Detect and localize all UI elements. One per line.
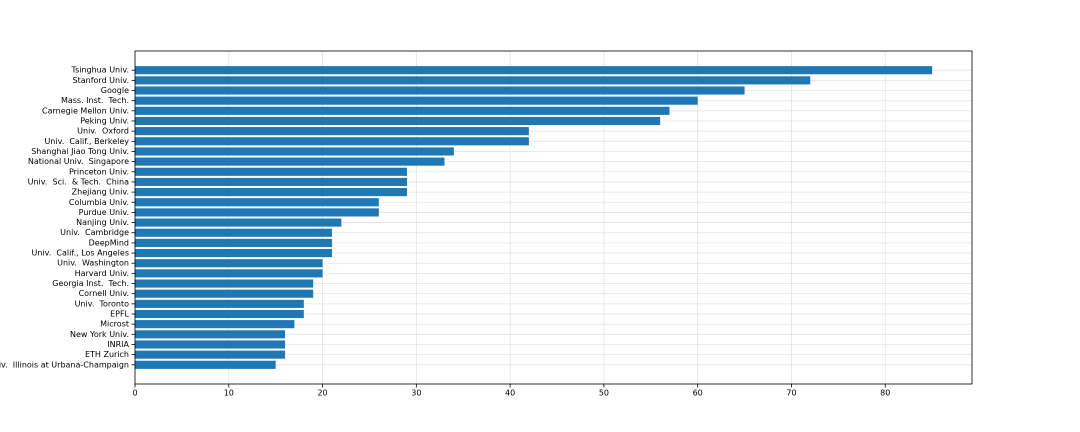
bar xyxy=(135,86,745,95)
y-tick-label: Univ. Toronto xyxy=(75,299,130,308)
y-tick-label: Purdue Univ. xyxy=(79,208,129,217)
bar xyxy=(135,147,454,156)
bar xyxy=(135,289,314,298)
y-tick-label: Shanghai Jiao Tong Univ. xyxy=(31,147,129,156)
bar xyxy=(135,259,323,268)
y-tick-label: Princeton Univ. xyxy=(69,167,129,176)
y-tick-label: INRIA xyxy=(107,340,129,349)
y-tick-label: Univ. Calif., Los Angeles xyxy=(32,249,129,258)
bar xyxy=(135,66,933,75)
y-tick-label: Univ. Washington xyxy=(57,259,129,268)
y-tick-label: Univ. Cambridge xyxy=(60,228,129,237)
bar xyxy=(135,269,323,278)
y-tick-label: National Univ. Singapore xyxy=(28,157,129,166)
x-tick-label: 30 xyxy=(411,389,421,398)
bar xyxy=(135,279,314,288)
bar xyxy=(135,360,276,369)
bar xyxy=(135,238,332,247)
y-tick-label: Cornell Univ. xyxy=(79,289,129,298)
y-tick-label: Peking Univ. xyxy=(80,116,129,125)
x-tick-label: 50 xyxy=(599,389,609,398)
y-tick-label: Mass. Inst. Tech. xyxy=(61,96,129,105)
bar xyxy=(135,106,670,115)
x-tick-label: 80 xyxy=(880,389,890,398)
bar xyxy=(135,76,811,85)
bar xyxy=(135,320,295,329)
bar xyxy=(135,248,332,258)
x-tick-label: 70 xyxy=(786,389,796,398)
bar xyxy=(135,208,379,217)
bar xyxy=(135,167,407,176)
x-tick-label: 60 xyxy=(693,389,703,398)
x-tick-label: 0 xyxy=(132,389,137,398)
bar xyxy=(135,127,529,136)
y-tick-label: ETH Zurich xyxy=(85,350,129,359)
bar xyxy=(135,116,661,126)
y-tick-label: Univ. Sci. & Tech. China xyxy=(28,177,129,186)
plot-frame xyxy=(134,50,973,385)
y-tick-label: Univ. Oxford xyxy=(77,127,129,136)
y-tick-label: Microst xyxy=(100,320,129,329)
bar xyxy=(135,299,304,308)
bar xyxy=(135,198,379,207)
x-tick-label: 10 xyxy=(224,389,234,398)
bar xyxy=(135,157,445,166)
y-tick-label: Nanjing Univ. xyxy=(76,218,129,227)
bar xyxy=(135,340,286,349)
bar xyxy=(135,177,407,187)
bar xyxy=(135,228,332,237)
x-tick-label: 20 xyxy=(317,389,327,398)
y-tick-label: Zhejiang Univ. xyxy=(72,188,129,197)
bar xyxy=(135,188,407,197)
bar xyxy=(135,350,286,359)
bar xyxy=(135,309,304,319)
y-tick-label: DeepMind xyxy=(89,238,129,247)
y-tick-label: Stanford Univ. xyxy=(73,76,129,85)
y-tick-label: Univ. Calif., Berkeley xyxy=(44,137,129,146)
y-tick-label: New York Univ. xyxy=(70,330,129,339)
y-tick-label: Univ. Illinois at Urbana-Champaign xyxy=(0,360,129,369)
y-tick-label: EPFL xyxy=(110,310,129,319)
y-tick-label: Tsinghua Univ. xyxy=(71,66,130,75)
y-tick-label: Harvard Univ. xyxy=(75,269,129,278)
y-tick-label: Carnegie Mellon Univ. xyxy=(42,106,129,115)
y-tick-label: Columbia Univ. xyxy=(69,198,129,207)
bar xyxy=(135,218,342,227)
y-tick-label: Georgia Inst. Tech. xyxy=(52,279,129,288)
y-tick-label: Google xyxy=(101,86,129,95)
bar xyxy=(135,96,698,105)
bar xyxy=(135,137,529,146)
bar xyxy=(135,330,286,339)
x-tick-label: 40 xyxy=(505,389,515,398)
